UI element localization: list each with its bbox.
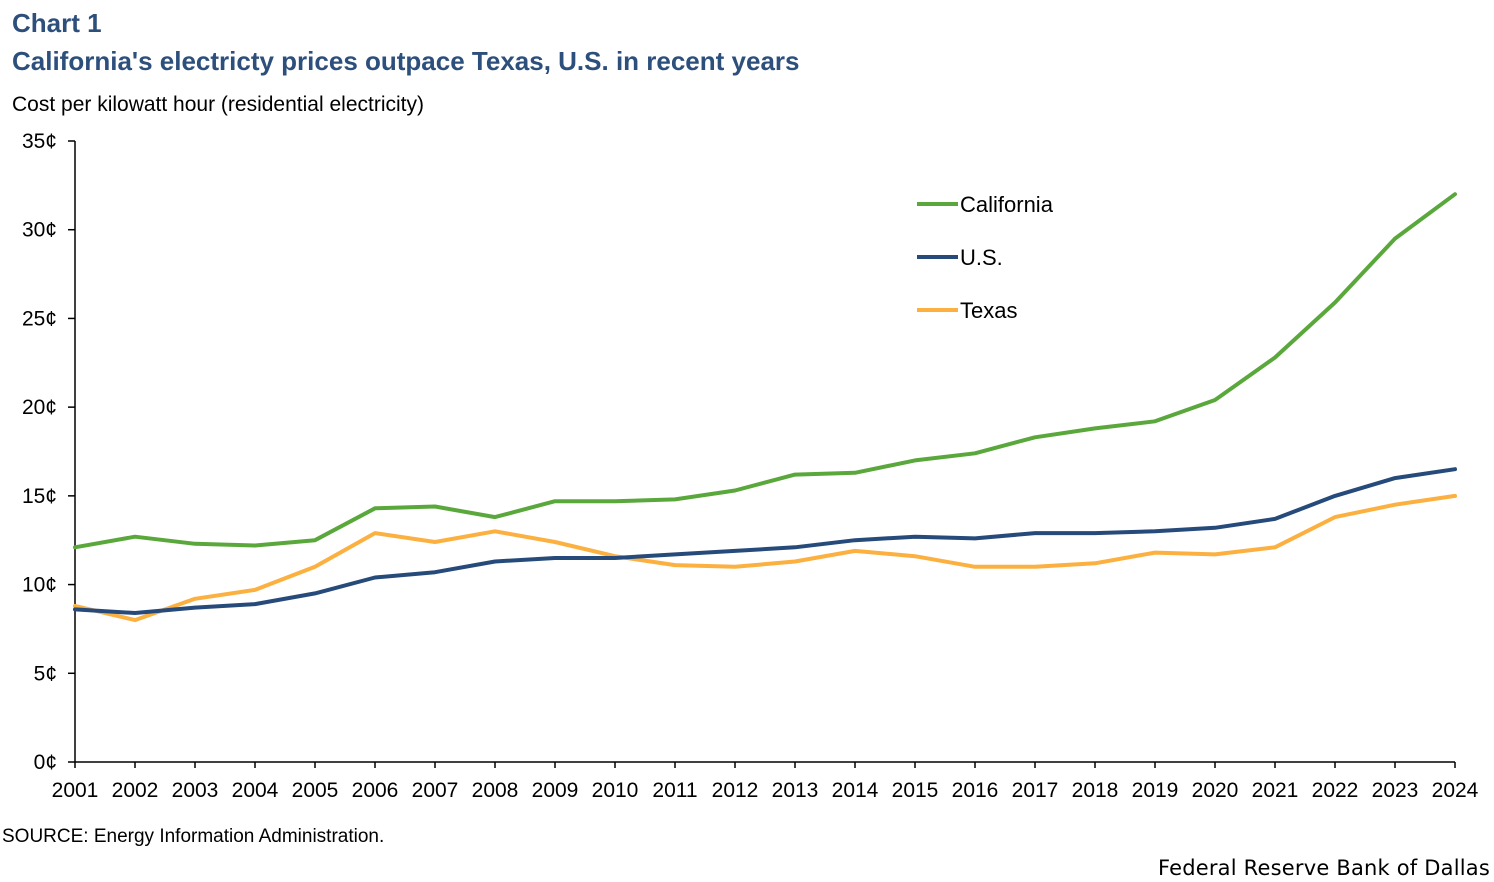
credit-text: Federal Reserve Bank of Dallas	[1157, 856, 1490, 880]
y-tick-label: 5¢	[34, 662, 57, 685]
legend-label-california: California	[960, 192, 1054, 217]
x-tick-label: 2012	[712, 779, 759, 802]
x-tick-label: 2015	[892, 779, 939, 802]
x-tick-label: 2004	[232, 779, 279, 802]
chart-title: California's electricty prices outpace T…	[12, 46, 800, 76]
x-tick-label: 2020	[1192, 779, 1239, 802]
x-tick-label: 2003	[172, 779, 219, 802]
y-tick-label: 10¢	[22, 574, 57, 597]
series-line-california	[73, 192, 1457, 550]
axes	[74, 141, 1455, 763]
x-tick-label: 2024	[1432, 779, 1479, 802]
y-tick-label: 30¢	[22, 219, 57, 242]
x-tick-label: 2016	[952, 779, 999, 802]
legend-label-us: U.S.	[960, 245, 1003, 270]
legend: California U.S. Texas	[917, 192, 1054, 323]
x-tick-label: 2002	[112, 779, 159, 802]
x-tick-label: 2007	[412, 779, 459, 802]
x-tick-label: 2019	[1132, 779, 1179, 802]
x-tick-label: 2011	[652, 779, 697, 802]
x-tick-label: 2023	[1372, 779, 1419, 802]
source-note: SOURCE: Energy Information Administratio…	[2, 826, 385, 847]
x-tick-label: 2009	[532, 779, 579, 802]
series-lines	[73, 192, 1457, 623]
series-line-texas	[73, 493, 1457, 623]
series-line-us	[73, 467, 1457, 615]
legend-label-texas: Texas	[960, 298, 1017, 323]
y-tick-label: 35¢	[22, 130, 57, 153]
y-ticks: 0¢ 5¢ 10¢ 15¢ 20¢ 25¢ 30¢ 35¢	[22, 130, 75, 774]
y-tick-label: 20¢	[22, 396, 57, 419]
x-tick-label: 2006	[352, 779, 399, 802]
x-tick-label: 2001	[52, 779, 99, 802]
x-tick-label: 2010	[592, 779, 639, 802]
x-tick-label: 2021	[1252, 779, 1299, 802]
x-tick-label: 2008	[472, 779, 519, 802]
x-tick-label: 2017	[1012, 779, 1059, 802]
x-tick-label: 2005	[292, 779, 339, 802]
x-tick-label: 2013	[772, 779, 819, 802]
y-axis-caption: Cost per kilowatt hour (residential elec…	[12, 93, 424, 116]
y-tick-label: 25¢	[22, 307, 57, 330]
x-tick-label: 2014	[832, 779, 879, 802]
y-tick-label: 15¢	[22, 485, 57, 508]
x-ticks: 2001 2002 2003 2004 2005 2006 2007 2008 2009 2010…	[52, 762, 1479, 802]
x-tick-label: 2018	[1072, 779, 1119, 802]
x-tick-label: 2022	[1312, 779, 1359, 802]
chart-label: Chart 1	[12, 8, 102, 38]
y-tick-label: 0¢	[34, 751, 57, 774]
